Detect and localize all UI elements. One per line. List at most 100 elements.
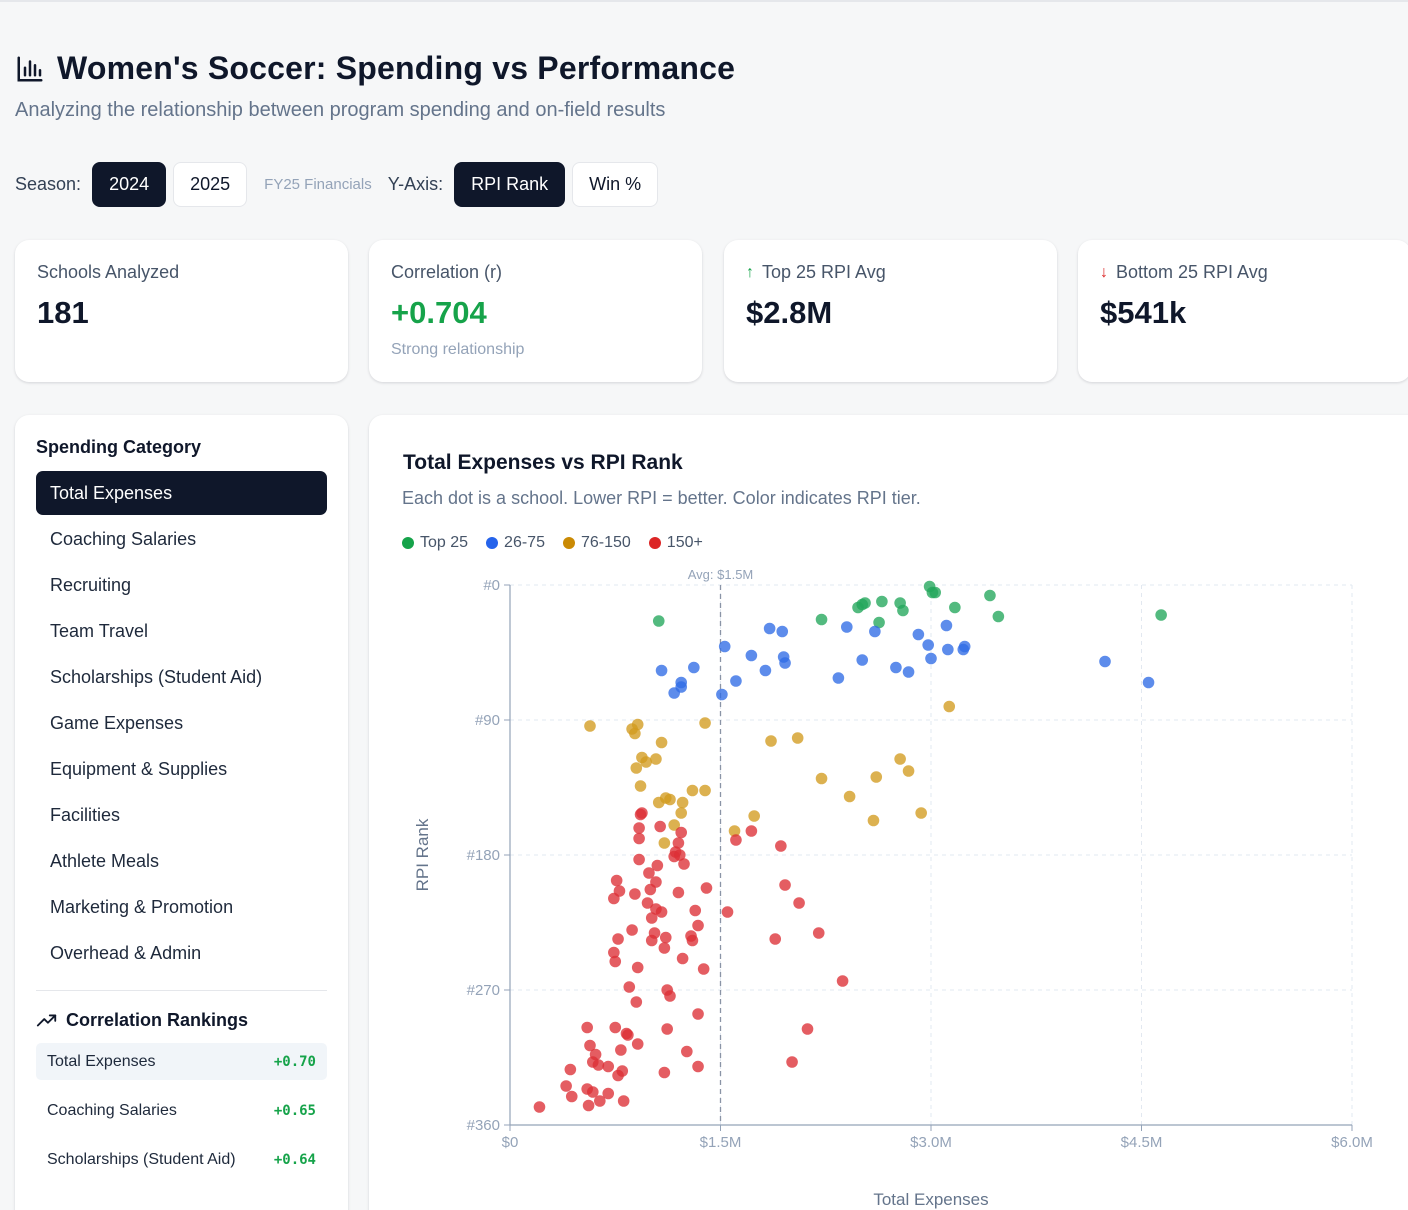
data-point-76-150 (791, 732, 804, 744)
yaxis-win-button[interactable]: Win % (572, 162, 659, 207)
stat-card-top25: ↑ Top 25 RPI Avg $2.8M (724, 240, 1057, 382)
legend-item-150plus[interactable]: 150+ (648, 534, 703, 552)
data-point-top-25 (992, 610, 1005, 623)
data-point-top-25 (873, 616, 885, 629)
y-axis-title: RPI Rank (413, 818, 432, 891)
data-point-150plus (584, 1039, 596, 1052)
data-point-150plus (793, 897, 805, 909)
data-point-76-150 (867, 814, 880, 827)
category-scholarships[interactable]: Scholarships (Student Aid) (50, 666, 263, 687)
data-point-76-150 (894, 753, 906, 765)
data-point-150plus (745, 825, 758, 837)
data-point-top-25 (897, 604, 909, 617)
data-point-top-25 (949, 601, 961, 614)
legend-item-26-75[interactable]: 26-75 (486, 534, 545, 552)
data-point-150plus (654, 820, 666, 833)
stat-value: $541k (1100, 295, 1187, 330)
category-recruiting[interactable]: Recruiting (50, 574, 132, 595)
scatter-plot: $0 $1.5M $3.0M $4.5M $6.0M #0 #90 #180 #270 #360 A… (413, 567, 1373, 1209)
data-point-76-150 (748, 810, 760, 822)
data-point-150plus (664, 990, 676, 1002)
data-point-26-75 (779, 657, 791, 669)
trending-up-icon (36, 1014, 57, 1027)
sidebar-heading: Spending Category (36, 437, 202, 457)
yaxis-rpi-button[interactable]: RPI Rank (454, 162, 566, 207)
stat-label: Top 25 RPI Avg (762, 262, 886, 282)
data-point-150plus (602, 1060, 615, 1073)
stat-card-correlation: Correlation (r) +0.704 Strong relationsh… (369, 240, 702, 382)
data-point-150plus (801, 1023, 814, 1035)
data-point-150plus (658, 942, 671, 954)
ranking-row[interactable]: Scholarships (Student Aid) +0.64 (36, 1141, 327, 1178)
category-equipment-supplies[interactable]: Equipment & Supplies (50, 758, 228, 779)
data-point-26-75 (958, 640, 971, 653)
data-point-76-150 (686, 784, 699, 797)
category-total-expenses[interactable]: Total Expenses (36, 471, 327, 515)
data-point-150plus (658, 1066, 671, 1079)
category-athlete-meals[interactable]: Athlete Meals (50, 850, 160, 871)
season-2024-button[interactable]: 2024 (92, 162, 167, 207)
data-point-top-25 (652, 615, 665, 627)
data-point-26-75 (776, 625, 789, 638)
category-coaching-salaries[interactable]: Coaching Salaries (50, 528, 197, 549)
sidebar: Spending Category Total Expenses Coachin… (15, 415, 348, 1210)
category-facilities[interactable]: Facilities (50, 804, 121, 825)
data-point-150plus (648, 927, 661, 939)
stat-label-row: ↑ Top 25 RPI Avg (746, 262, 1035, 283)
legend-label: 76-150 (580, 534, 631, 551)
data-point-150plus (582, 1099, 595, 1112)
data-point-top-25 (815, 613, 828, 626)
x-tick-label: $6.0M (1331, 1134, 1373, 1151)
data-point-76-150 (902, 765, 915, 777)
chart-card: Total Expenses vs RPI Rank Each dot is a… (369, 415, 1408, 1210)
data-point-76-150 (765, 735, 777, 747)
data-point-76-150 (699, 784, 711, 797)
data-point-26-75 (675, 676, 688, 689)
data-point-150plus (594, 1095, 606, 1107)
category-game-expenses[interactable]: Game Expenses (50, 712, 184, 733)
data-point-26-75 (655, 664, 668, 677)
x-tick-label: $4.5M (1121, 1134, 1163, 1151)
data-point-top-25 (1155, 609, 1167, 621)
data-point-150plus (812, 927, 825, 939)
category-marketing-promotion[interactable]: Marketing & Promotion (50, 896, 234, 917)
legend-item-top25[interactable]: Top 25 (402, 534, 468, 552)
data-point-top-25 (876, 595, 888, 608)
data-point-150plus (655, 906, 668, 918)
data-point-150plus (620, 1027, 633, 1040)
data-point-26-75 (841, 621, 853, 633)
ranking-row[interactable]: Total Expenses +0.70 (36, 1043, 327, 1080)
data-point-76-150 (943, 700, 956, 713)
data-point-76-150 (631, 718, 644, 731)
data-point-26-75 (942, 643, 954, 656)
data-point-150plus (700, 882, 713, 894)
data-point-26-75 (718, 640, 731, 653)
legend-label: 150+ (666, 534, 703, 551)
data-point-150plus (651, 859, 664, 872)
page-header: Women's Soccer: Spending vs Performance … (15, 50, 735, 122)
category-overhead-admin[interactable]: Overhead & Admin (50, 942, 202, 963)
ranking-row[interactable]: Coaching Salaries +0.65 (36, 1092, 327, 1129)
data-point-150plus (689, 904, 702, 917)
legend-label: Top 25 (420, 534, 469, 551)
bar-chart-icon (17, 56, 43, 81)
data-point-150plus (675, 826, 688, 839)
data-point-top-25 (929, 586, 942, 599)
data-point-76-150 (650, 753, 662, 765)
y-tick-label: #0 (483, 577, 500, 594)
chart-subtitle: Each dot is a school. Lower RPI = better… (402, 488, 921, 508)
data-point-76-150 (843, 790, 856, 803)
category-team-travel[interactable]: Team Travel (50, 620, 149, 641)
data-point-150plus (636, 807, 648, 819)
data-point-150plus (686, 934, 699, 947)
season-2025-button[interactable]: 2025 (173, 162, 248, 207)
rankings-heading: Correlation Rankings (66, 1009, 249, 1030)
legend-item-76-150[interactable]: 76-150 (562, 534, 631, 552)
data-point-150plus (581, 1021, 593, 1034)
x-tick-label: $3.0M (910, 1134, 952, 1151)
stat-label-row: ↓ Bottom 25 RPI Avg (1100, 262, 1389, 283)
data-point-76-150 (699, 717, 711, 729)
data-point-26-75 (745, 649, 758, 662)
ranking-value: +0.65 (273, 1102, 316, 1119)
data-point-150plus (692, 919, 704, 932)
